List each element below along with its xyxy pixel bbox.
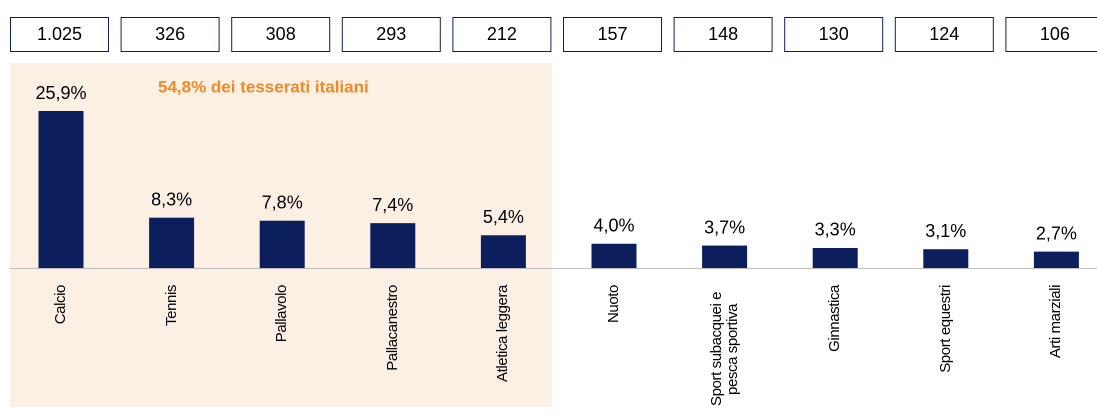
category-label: Arti marziali	[1047, 285, 1065, 359]
value-label: 5,4%	[483, 207, 524, 227]
value-label: 25,9%	[35, 83, 86, 103]
category-label: Tennis	[162, 285, 180, 326]
bar	[149, 217, 195, 268]
count-box	[1005, 17, 1097, 52]
value-label: 3,3%	[815, 220, 856, 240]
value-label: 8,3%	[151, 189, 192, 209]
count-box	[452, 17, 552, 52]
category-label: Sport subacquei e pesca sportiva	[707, 291, 741, 407]
count-label: 130	[819, 24, 849, 44]
count-label: 157	[597, 24, 627, 44]
value-label: 7,4%	[372, 195, 413, 215]
category-label: Pallacanestro	[383, 285, 401, 371]
value-label: 4,0%	[593, 216, 634, 236]
count-label: 293	[376, 24, 406, 44]
category-label: Ginnastica	[826, 285, 844, 352]
bar	[923, 249, 969, 268]
count-box	[563, 17, 662, 52]
bar	[1033, 251, 1079, 268]
count-box	[231, 17, 331, 52]
category-label: Pallavolo	[273, 285, 291, 343]
bar	[38, 111, 84, 268]
category-label: Nuoto	[605, 285, 622, 324]
bar	[591, 243, 637, 268]
category-label: Atletica leggera	[494, 285, 512, 382]
count-box	[784, 17, 884, 52]
count-label: 212	[487, 24, 517, 44]
bar	[702, 245, 748, 268]
count-box	[10, 17, 109, 52]
count-label: 1.025	[37, 24, 82, 44]
value-label: 2,7%	[1036, 223, 1077, 243]
count-label: 308	[266, 24, 296, 44]
value-label: 3,1%	[925, 221, 966, 241]
bar	[259, 220, 305, 268]
annotation: 54,8% dei tesserati italiani	[158, 77, 369, 96]
bar	[812, 247, 858, 268]
value-label: 7,8%	[262, 192, 303, 212]
count-label: 148	[708, 24, 738, 44]
count-box	[120, 17, 220, 52]
bar	[480, 235, 526, 268]
count-box	[341, 17, 441, 52]
count-label: 124	[929, 24, 959, 44]
category-label: Calcio	[52, 285, 69, 325]
count-box	[673, 17, 773, 52]
value-label: 3,7%	[704, 217, 745, 237]
bar	[370, 223, 416, 268]
count-label: 106	[1040, 24, 1070, 44]
category-label: Sport equestri	[936, 285, 954, 373]
count-label: 326	[155, 24, 185, 44]
count-box	[894, 17, 994, 52]
